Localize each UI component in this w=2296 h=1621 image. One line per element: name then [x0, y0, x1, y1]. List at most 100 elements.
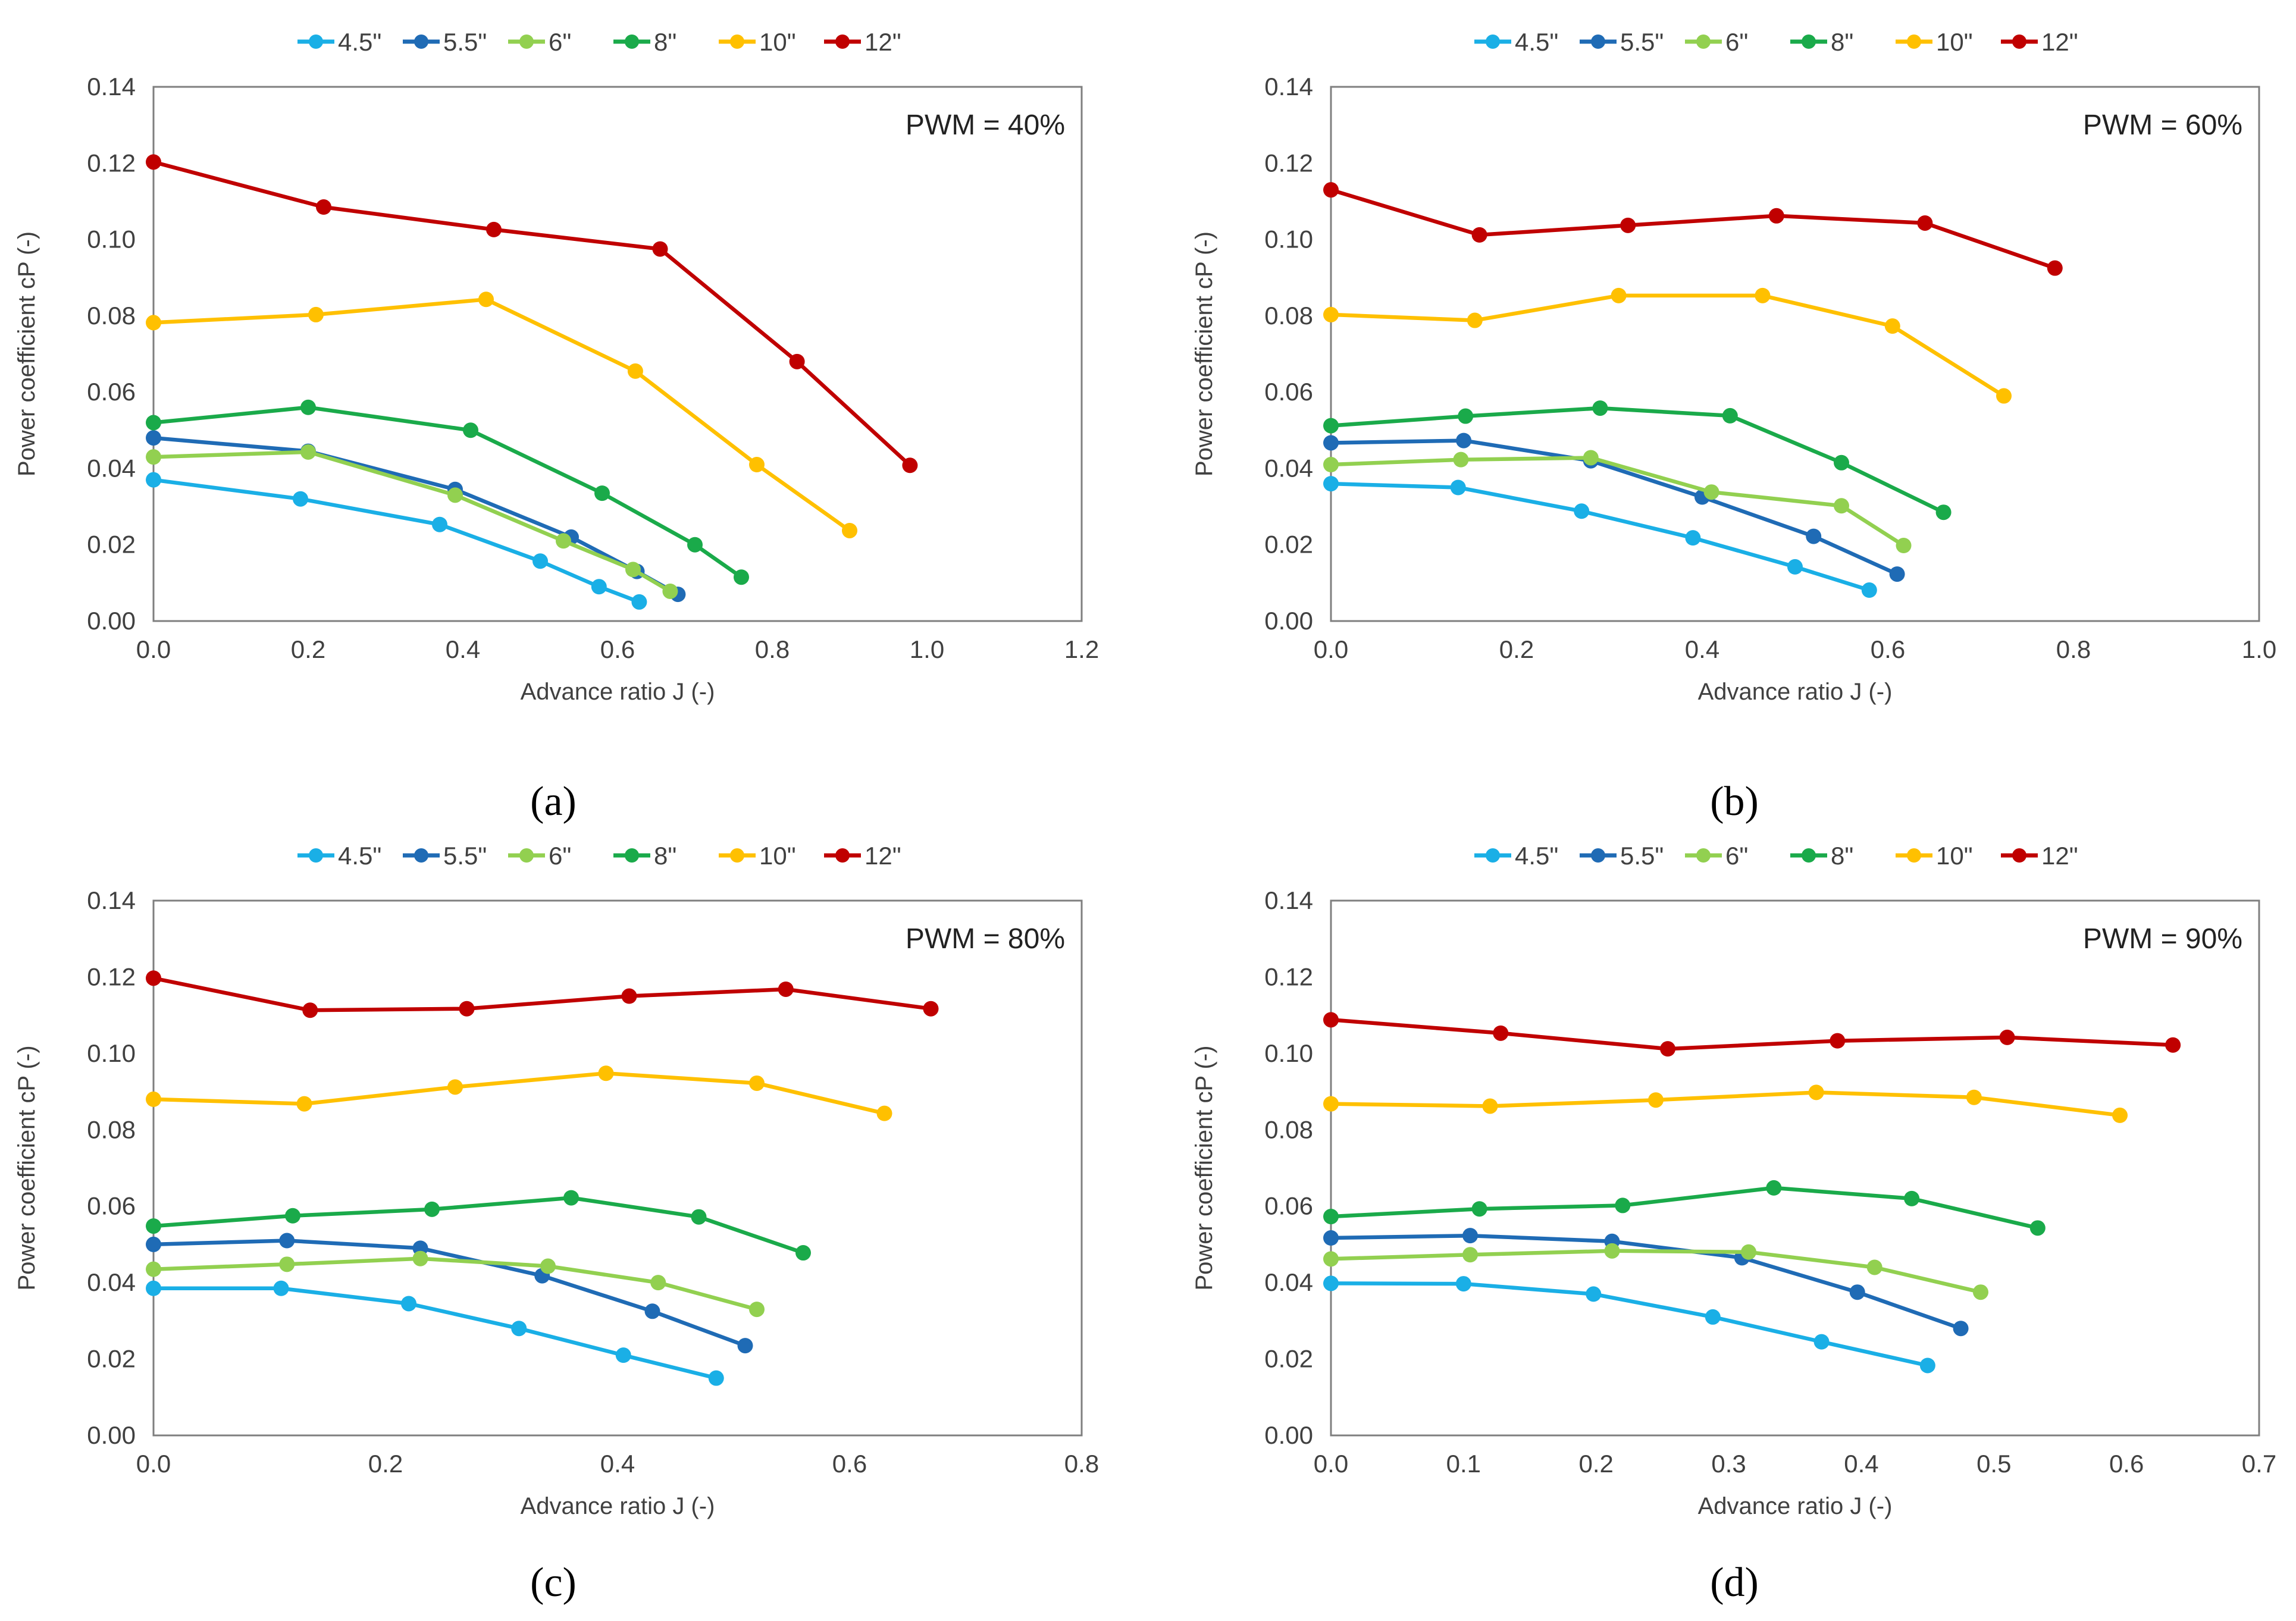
series-8in: [146, 1190, 811, 1261]
data-point: [1323, 457, 1339, 473]
data-point: [737, 1338, 753, 1354]
legend-item-8in: 8": [1790, 842, 1853, 870]
data-point: [708, 1370, 724, 1386]
data-point: [432, 516, 447, 532]
chart-panel-b: 0.00 0.02 0.04 0.06 0.08 0.10 0.12 0.14 0.0 0.2 0.…: [1191, 28, 2276, 824]
legend-label: 8": [1831, 28, 1853, 56]
data-point: [1849, 1284, 1865, 1300]
legend-item-6in: 6": [1685, 842, 1748, 870]
legend-label: 10": [759, 842, 796, 870]
y-tick-label: 0.08: [1264, 1115, 1313, 1143]
legend-label: 12": [864, 28, 901, 56]
y-tick-label: 0.08: [87, 302, 136, 330]
data-point: [1917, 215, 1933, 231]
data-point: [1462, 1247, 1478, 1263]
pwm-annotation: PWM = 80%: [906, 923, 1065, 955]
data-point: [1919, 1357, 1935, 1374]
data-point: [1861, 582, 1877, 598]
data-point: [533, 553, 548, 569]
legend-label: 6": [549, 28, 571, 56]
y-tick-label: 0.14: [1264, 73, 1313, 101]
data-point: [1592, 400, 1608, 416]
data-point: [2165, 1037, 2181, 1053]
x-tick-label: 0.2: [1579, 1450, 1614, 1478]
y-tick-label: 0.02: [1264, 1345, 1313, 1373]
legend-swatch-marker: [835, 35, 850, 49]
y-tick-label: 0.06: [87, 1192, 136, 1220]
x-tick-label: 0.1: [1446, 1450, 1481, 1478]
series-line: [151, 1286, 719, 1380]
pwm-annotation: PWM = 40%: [906, 109, 1065, 141]
legend-item-10in: 10": [1896, 28, 1973, 56]
series-line: [1329, 456, 1906, 548]
data-point: [146, 472, 161, 488]
data-point: [1450, 479, 1466, 496]
data-point: [279, 1233, 295, 1249]
y-tick-label: 0.12: [87, 149, 136, 177]
legend-label: 4.5": [338, 842, 381, 870]
data-point: [540, 1258, 556, 1274]
series-line: [1329, 1281, 1930, 1368]
legend-swatch-marker: [2012, 848, 2026, 863]
series-4-5in: [1323, 476, 1877, 598]
y-axis-title: Power coefficient cP (-): [1191, 231, 1217, 476]
data-point: [1685, 530, 1701, 546]
legend-swatch-marker: [414, 848, 428, 863]
data-point: [1471, 1201, 1487, 1217]
y-tick-label: 0.06: [87, 378, 136, 406]
pwm-annotation: PWM = 60%: [2083, 109, 2242, 141]
data-point: [1323, 418, 1339, 434]
x-axis-title: Advance ratio J (-): [521, 1493, 715, 1519]
legend-swatch-marker: [625, 848, 639, 863]
x-tick-label: 0.6: [832, 1450, 867, 1478]
data-point: [146, 415, 161, 431]
data-point: [1834, 498, 1849, 514]
x-tick-label: 1.0: [2242, 635, 2276, 663]
x-tick-label: 1.2: [1064, 635, 1099, 663]
data-point: [1722, 407, 1738, 424]
data-point: [1703, 484, 1719, 500]
y-tick-label: 0.02: [87, 1345, 136, 1373]
legend-label: 5.5": [1620, 842, 1664, 870]
data-point: [789, 353, 805, 369]
legend-swatch-marker: [835, 848, 850, 863]
series-6in: [146, 444, 678, 599]
data-point: [1323, 476, 1339, 492]
legend-swatch-marker: [2012, 35, 2026, 49]
y-tick-label: 0.10: [87, 225, 136, 253]
y-tick-label: 0.08: [87, 1115, 136, 1143]
legend-item-4-5in: 4.5": [1474, 28, 1558, 56]
data-point: [1323, 435, 1339, 451]
legend-label: 5.5": [443, 28, 487, 56]
x-axis-title: Advance ratio J (-): [1698, 1493, 1893, 1519]
data-point: [316, 199, 331, 215]
legend-swatch-marker: [309, 35, 323, 49]
legend-swatch-marker: [1486, 848, 1500, 863]
data-point: [293, 491, 308, 507]
data-point: [1323, 1012, 1339, 1028]
pwm-annotation: PWM = 90%: [2083, 923, 2242, 955]
legend-item-12in: 12": [824, 28, 901, 56]
data-point: [308, 306, 324, 322]
series-line: [1329, 1186, 2040, 1230]
data-point: [511, 1321, 527, 1337]
legend-swatch-marker: [1591, 35, 1605, 49]
chart-panel-d: 0.00 0.02 0.04 0.06 0.08 0.10 0.12 0.14 0.0 0.1 0.…: [1191, 842, 2276, 1606]
legend-swatch-marker: [730, 35, 744, 49]
data-point: [296, 1096, 312, 1112]
data-point: [1471, 227, 1487, 243]
legend-swatch-marker: [1591, 848, 1605, 863]
y-tick-label: 0.14: [1264, 886, 1313, 914]
legend-item-8in: 8": [613, 28, 676, 56]
data-point: [1830, 1033, 1846, 1049]
series-line: [1329, 1018, 2175, 1051]
legend-item-6in: 6": [508, 28, 571, 56]
x-tick-label: 0.0: [1314, 1450, 1348, 1478]
data-point: [2047, 260, 2063, 276]
y-tick-label: 0.00: [1264, 1421, 1313, 1449]
y-tick-label: 0.10: [1264, 225, 1313, 253]
y-tick-label: 0.12: [87, 962, 136, 990]
data-point: [2029, 1220, 2046, 1236]
data-point: [556, 533, 571, 549]
data-point: [627, 363, 643, 379]
